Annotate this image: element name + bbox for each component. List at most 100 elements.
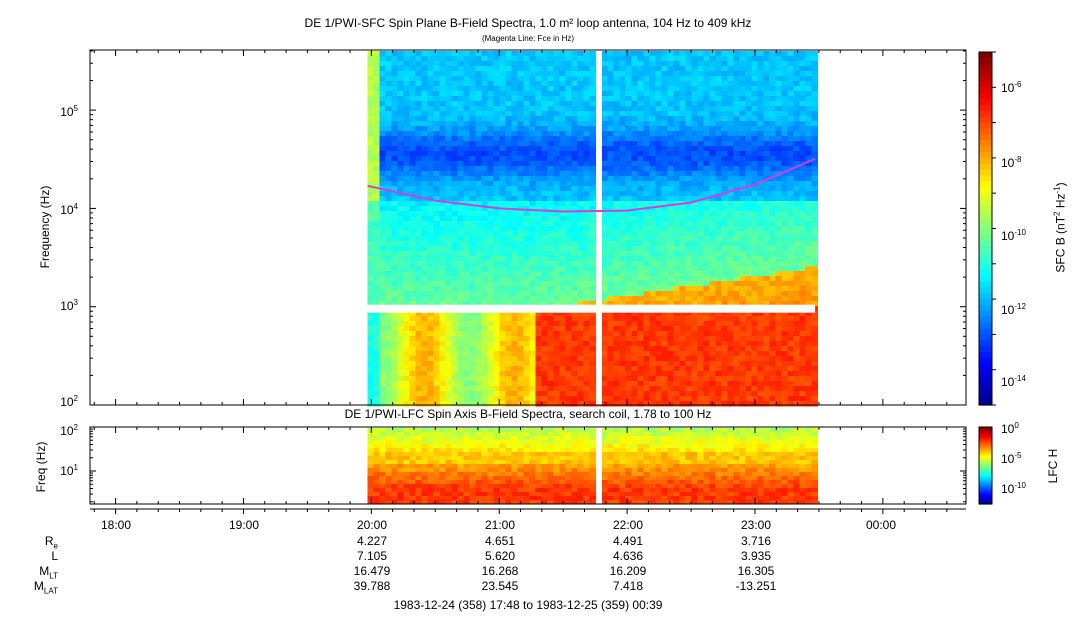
spectrogram-cell bbox=[433, 301, 440, 307]
spectrogram-cell bbox=[541, 156, 548, 162]
spectrogram-cell bbox=[475, 156, 482, 162]
spectrogram-cell bbox=[625, 351, 632, 357]
spectrogram-cell bbox=[475, 186, 482, 192]
spectrogram-cell bbox=[691, 366, 698, 372]
spectrogram-cell bbox=[499, 141, 506, 147]
spectrogram-cell bbox=[547, 366, 554, 372]
spectrogram-cell bbox=[475, 251, 482, 257]
spectrogram-cell bbox=[631, 241, 638, 247]
spectrogram-cell bbox=[469, 86, 476, 92]
spectrogram-cell bbox=[415, 256, 422, 262]
spectrogram-cell bbox=[703, 131, 710, 137]
spectrogram-cell bbox=[451, 396, 458, 402]
spectrogram-cell bbox=[667, 401, 674, 407]
spectrogram-cell bbox=[499, 251, 506, 257]
spectrogram-cell bbox=[469, 231, 476, 237]
spectrogram-cell bbox=[529, 201, 536, 207]
spectrogram-cell bbox=[427, 186, 434, 192]
spectrogram-cell bbox=[649, 291, 656, 297]
spectrogram-cell bbox=[541, 291, 548, 297]
spectrogram-cell bbox=[667, 141, 674, 147]
spectrogram-cell bbox=[409, 56, 416, 62]
spectrogram-cell bbox=[493, 316, 500, 322]
spectrogram-cell bbox=[733, 236, 740, 242]
spectrogram-cell bbox=[703, 211, 710, 217]
spectrogram-cell bbox=[421, 266, 428, 272]
spectrogram-cell bbox=[511, 151, 518, 157]
spectrogram-cell bbox=[661, 116, 668, 122]
spectrogram-cell bbox=[571, 366, 578, 372]
spectrogram-cell bbox=[697, 171, 704, 177]
spectrogram-cell bbox=[457, 161, 464, 167]
spectrogram-cell bbox=[613, 151, 620, 157]
spectrogram-cell bbox=[655, 266, 662, 272]
spectrogram-cell bbox=[751, 186, 758, 192]
spectrogram-cell bbox=[745, 221, 752, 227]
spectrogram-cell bbox=[391, 66, 398, 72]
spectrogram-cell bbox=[589, 166, 596, 172]
spectrogram-cell bbox=[733, 221, 740, 227]
spectrogram-cell bbox=[577, 216, 584, 222]
spectrogram-cell bbox=[637, 256, 644, 262]
spectrogram-cell bbox=[601, 251, 608, 257]
spectrogram-cell bbox=[379, 336, 386, 342]
spectrogram-cell bbox=[397, 96, 404, 102]
spectrogram-cell bbox=[445, 121, 452, 127]
spectrogram-cell bbox=[451, 181, 458, 187]
spectrogram-cell bbox=[529, 311, 536, 317]
spectrogram-cell bbox=[721, 231, 728, 237]
spectrogram-cell bbox=[397, 111, 404, 117]
spectrogram-cell bbox=[385, 111, 392, 117]
spectrogram-cell bbox=[709, 226, 716, 232]
spectrogram-cell bbox=[499, 246, 506, 252]
spectrogram-cell bbox=[733, 201, 740, 207]
spectrogram-cell bbox=[625, 251, 632, 257]
spectrogram-cell bbox=[643, 71, 650, 77]
spectrogram-cell bbox=[535, 376, 542, 382]
spectrogram-cell bbox=[733, 326, 740, 332]
spectrogram-cell bbox=[451, 211, 458, 217]
spectrogram-cell bbox=[733, 121, 740, 127]
spectrogram-cell bbox=[745, 391, 752, 397]
spectrogram-cell bbox=[577, 51, 584, 57]
spectrogram-cell bbox=[487, 226, 494, 232]
spectrogram-cell bbox=[559, 86, 566, 92]
spectrogram-cell bbox=[673, 356, 680, 362]
spectrogram-cell bbox=[421, 371, 428, 377]
spectrogram-cell bbox=[703, 396, 710, 402]
spectrogram-cell bbox=[577, 301, 584, 307]
spectrogram-cell bbox=[613, 301, 620, 307]
spectrogram-cell bbox=[391, 81, 398, 87]
spectrogram-cell bbox=[529, 61, 536, 67]
spectrogram-cell bbox=[523, 341, 530, 347]
spectrogram-cell bbox=[571, 91, 578, 97]
spectrogram-cell bbox=[541, 56, 548, 62]
spectrogram-cell bbox=[565, 191, 572, 197]
spectrogram-cell bbox=[553, 141, 560, 147]
spectrogram-cell bbox=[721, 176, 728, 182]
spectrogram-cell bbox=[739, 156, 746, 162]
spectrogram-cell bbox=[385, 266, 392, 272]
spectrogram-cell bbox=[775, 136, 782, 142]
spectrogram-cell bbox=[559, 271, 566, 277]
spectrogram-cell bbox=[511, 281, 518, 287]
spectrogram-cell bbox=[733, 71, 740, 77]
spectrogram-cell bbox=[727, 76, 734, 82]
spectrogram-cell bbox=[697, 66, 704, 72]
spectrogram-cell bbox=[769, 126, 776, 132]
spectrogram-cell bbox=[379, 51, 386, 57]
spectrogram-cell bbox=[751, 216, 758, 222]
spectrogram-cell bbox=[589, 56, 596, 62]
spectrogram-cell bbox=[445, 206, 452, 212]
spectrogram-cell bbox=[505, 91, 512, 97]
spectrogram-cell bbox=[439, 101, 446, 107]
spectrogram-cell bbox=[391, 271, 398, 277]
spectrogram-cell bbox=[631, 136, 638, 142]
spectrogram-cell bbox=[763, 196, 770, 202]
ephem-mlt-23: 16.305 bbox=[737, 564, 775, 578]
spectrogram-cell bbox=[481, 221, 488, 227]
spectrogram-cell bbox=[601, 326, 608, 332]
spectrogram-cell bbox=[367, 236, 374, 242]
spectrogram-cell bbox=[481, 151, 488, 157]
spectrogram-cell bbox=[415, 151, 422, 157]
